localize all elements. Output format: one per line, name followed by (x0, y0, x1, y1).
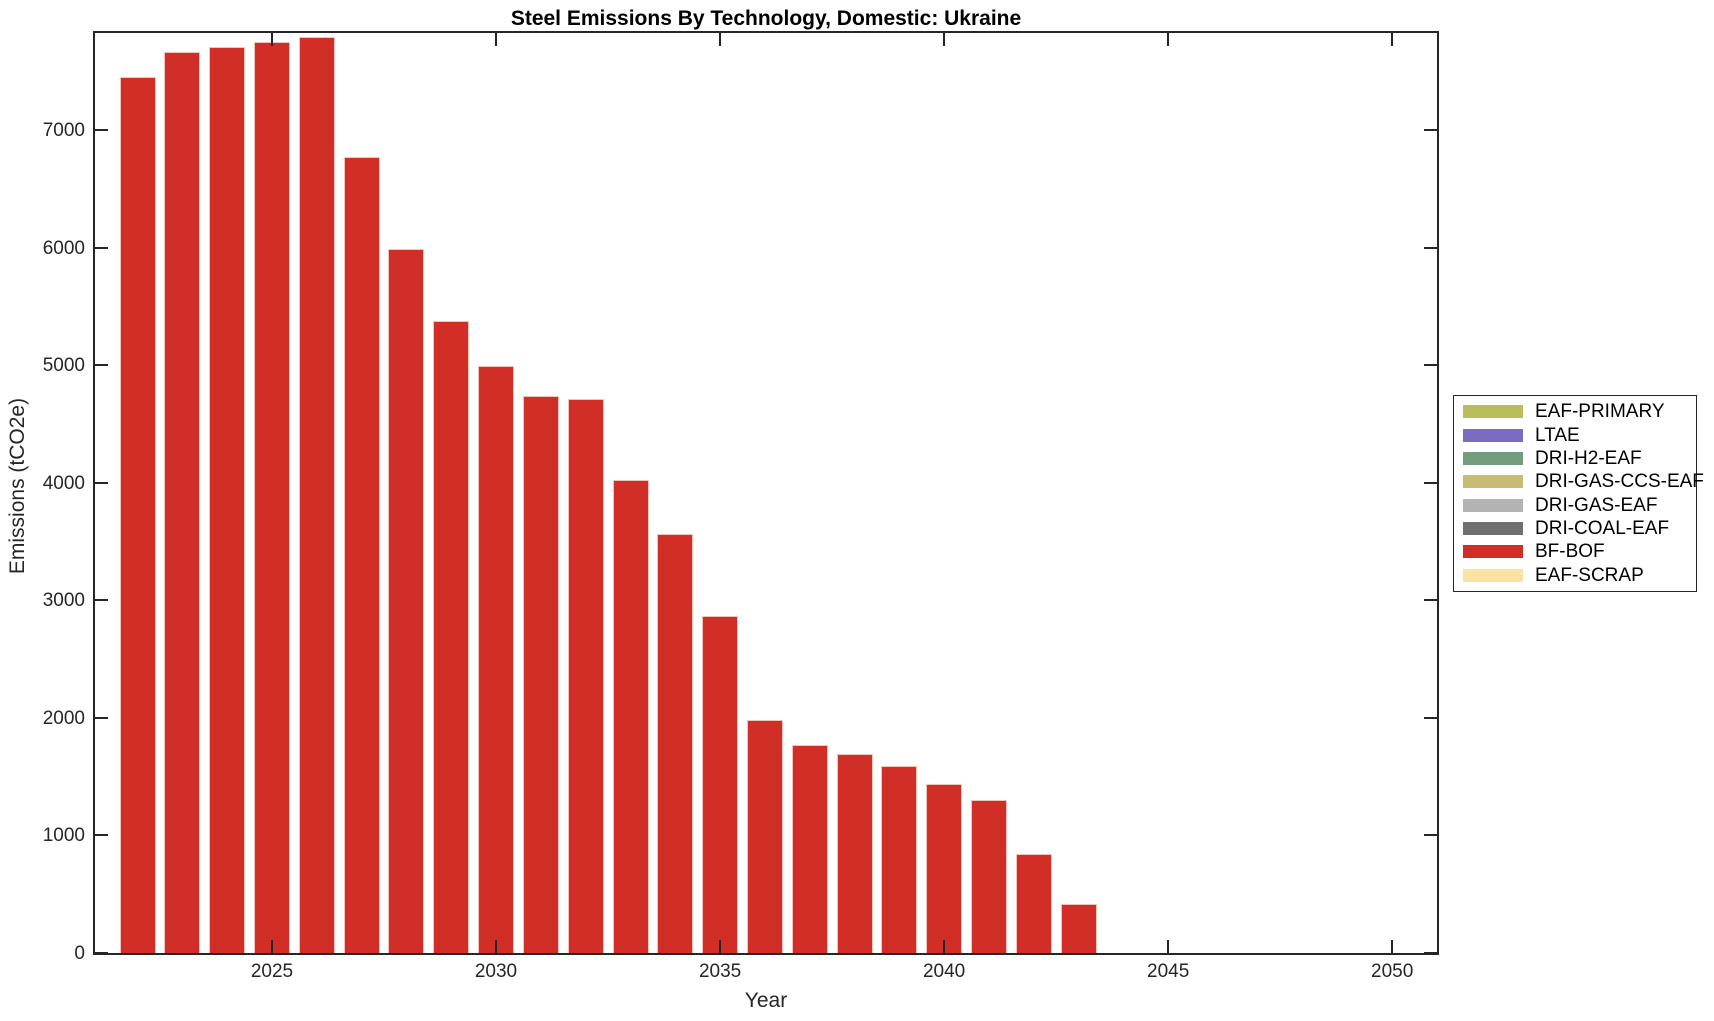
axis-tick (1424, 834, 1437, 837)
y-tick-label: 0 (74, 943, 85, 964)
axis-tick (95, 128, 108, 131)
bar-bf-bof-2030 (478, 366, 514, 953)
bar-bf-bof-2038 (836, 754, 873, 953)
bar-bf-bof-2023 (164, 52, 201, 953)
axis-tick (95, 481, 108, 484)
axis-tick (943, 940, 946, 953)
legend-entry-bf-bof: BF-BOF (1463, 540, 1696, 563)
axis-tick (95, 246, 108, 249)
legend: EAF-PRIMARY LTAE DRI-H2-EAF DRI-GAS-CCS-EAF… (1453, 395, 1704, 592)
legend-entry-eaf-scrap: EAF-SCRAP (1463, 564, 1696, 587)
legend-swatch-icon (1463, 475, 1523, 489)
axis-tick (1424, 246, 1437, 249)
y-tick-label: 4000 (42, 472, 85, 494)
y-tick-label: 1000 (42, 825, 85, 847)
legend-swatch-icon (1463, 545, 1523, 559)
y-axis-label: Emissions (tCO2e) (6, 397, 29, 575)
axis-tick (495, 33, 498, 46)
axis-tick (1424, 599, 1437, 602)
bar-bf-bof-2037 (791, 744, 828, 953)
axis-tick (1424, 952, 1437, 954)
y-tick-label: 2000 (42, 707, 85, 729)
legend-swatch-icon (1463, 451, 1523, 465)
legend-label: BF-BOF (1535, 541, 1605, 563)
axis-tick (495, 940, 498, 953)
bar-bf-bof-2031 (522, 395, 559, 953)
axis-tick (1167, 33, 1170, 46)
axis-tick (719, 33, 722, 46)
axis-tick (95, 716, 108, 719)
bar-bf-bof-2029 (433, 320, 470, 953)
bar-bf-bof-2041 (970, 800, 1007, 953)
legend-label: DRI-COAL-EAF (1535, 518, 1670, 540)
bar-bf-bof-2033 (612, 480, 649, 953)
axis-tick (719, 940, 722, 953)
bar-bf-bof-2026 (298, 36, 335, 953)
legend-entry-dri-gas-eaf: DRI-GAS-EAF (1463, 494, 1696, 517)
x-tick-label: 2045 (1147, 961, 1190, 982)
axis-tick (95, 599, 108, 602)
axis-tick (270, 33, 273, 46)
bar-bf-bof-2034 (657, 534, 694, 953)
bar-bf-bof-2036 (746, 720, 783, 953)
legend-label: DRI-GAS-CCS-EAF (1535, 471, 1704, 493)
x-tick-label: 2025 (250, 961, 294, 982)
y-tick-label: 3000 (42, 590, 85, 612)
bar-bf-bof-2027 (343, 157, 380, 953)
axis-tick (95, 834, 108, 837)
legend-swatch-icon (1463, 568, 1523, 582)
bar-bf-bof-2022 (119, 77, 156, 953)
axis-tick (1424, 481, 1437, 484)
axis-tick (1424, 128, 1437, 131)
legend-entry-dri-coal-eaf: DRI-COAL-EAF (1463, 517, 1696, 540)
legend-swatch-icon (1463, 522, 1523, 536)
y-tick-label: 6000 (42, 237, 85, 259)
x-axis-label: Year (744, 989, 788, 1012)
bar-bf-bof-2040 (926, 783, 963, 953)
legend-label: EAF-SCRAP (1535, 564, 1644, 586)
bar-bf-bof-2043 (1060, 903, 1097, 953)
legend-label: EAF-PRIMARY (1535, 401, 1665, 423)
bar-bf-bof-2039 (881, 766, 918, 953)
x-tick-label: 2030 (474, 961, 518, 982)
axis-tick (1424, 364, 1437, 367)
legend-swatch-icon (1463, 405, 1523, 419)
x-tick-label: 2040 (922, 961, 966, 982)
legend-entry-dri-gas-ccs-eaf: DRI-GAS-CCS-EAF (1463, 470, 1704, 493)
axis-tick (1391, 940, 1394, 953)
legend-entry-ltae: LTAE (1463, 424, 1696, 447)
legend-entry-dri-h2-eaf: DRI-H2-EAF (1463, 447, 1696, 470)
plot-area (93, 31, 1439, 955)
x-tick-label: 2035 (698, 961, 742, 982)
legend-label: LTAE (1535, 424, 1580, 446)
axis-tick (1391, 33, 1394, 46)
axis-tick (270, 940, 273, 953)
bar-bf-bof-2025 (254, 41, 290, 953)
axis-tick (943, 33, 946, 46)
axis-tick (95, 952, 108, 954)
bar-bf-bof-2028 (388, 248, 425, 953)
x-tick-label: 2050 (1371, 961, 1414, 982)
axis-tick (1424, 716, 1437, 719)
bar-bf-bof-2035 (702, 615, 739, 953)
legend-entry-eaf-primary: EAF-PRIMARY (1463, 400, 1696, 423)
chart-title: Steel Emissions By Technology, Domestic:… (510, 7, 1022, 30)
bar-bf-bof-2042 (1015, 854, 1052, 953)
axis-tick (1167, 940, 1170, 953)
axis-tick (95, 364, 108, 367)
y-tick-label: 5000 (42, 355, 85, 377)
legend-swatch-icon (1463, 428, 1523, 442)
bar-bf-bof-2024 (209, 46, 246, 953)
y-tick-label: 7000 (42, 120, 85, 141)
legend-label: DRI-H2-EAF (1535, 447, 1642, 469)
bar-bf-bof-2032 (567, 398, 604, 953)
legend-swatch-icon (1463, 498, 1523, 512)
legend-label: DRI-GAS-EAF (1535, 494, 1658, 516)
